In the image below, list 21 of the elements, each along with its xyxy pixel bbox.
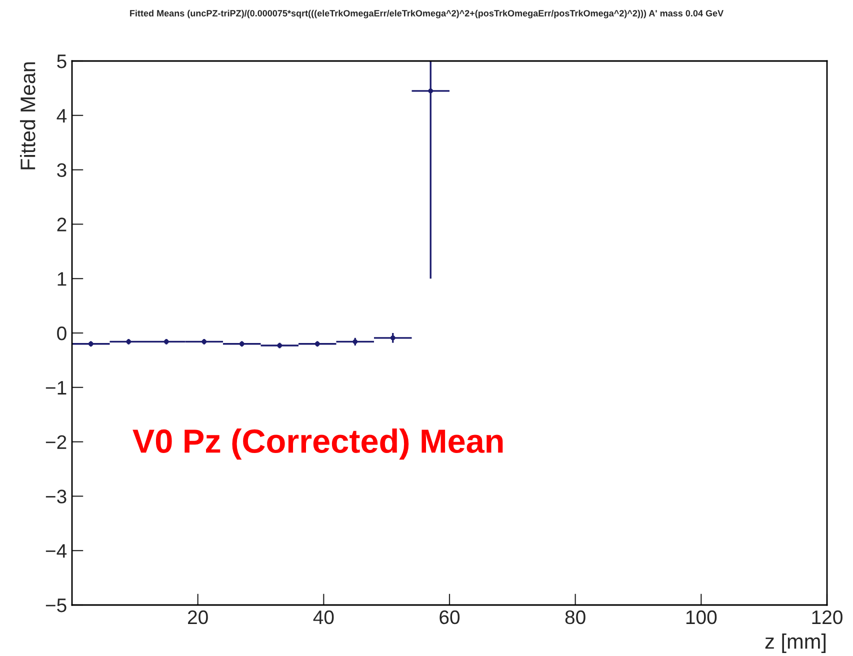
x-tick-label: 120 (812, 610, 842, 624)
y-tick-label: 1 (58, 272, 66, 286)
x-tick-label: 40 (313, 610, 334, 624)
x-tick-label: 80 (565, 610, 586, 624)
y-tick-label: −4 (46, 544, 67, 558)
y-tick-label: 0 (57, 326, 66, 340)
annotation: V0 Pz (Corrected) Mean (132, 428, 503, 460)
y-tick-label: 2 (57, 218, 66, 232)
y-tick-label: −1 (46, 381, 66, 394)
y-axis-title: Fitted Mean (20, 62, 36, 170)
chart-title: Fitted Means (uncPZ-triPZ)/(0.000075*sqrt(((eleTrkOmegaErr/eleTrkOmega^2)^2+(posTrkOmegaErr/posTrkOmega^2)^2))) A' mass 0.04 GeV (130, 10, 724, 18)
x-tick-label: 60 (440, 610, 460, 624)
x-tick-label: 100 (686, 610, 717, 624)
y-tick-label: 4 (56, 109, 67, 122)
y-tick-label: −5 (46, 598, 66, 612)
y-tick-label: −3 (46, 490, 66, 504)
y-tick-label: −2 (46, 435, 66, 449)
y-tick-label: 5 (57, 54, 66, 68)
x-axis-title: z [mm] (765, 634, 826, 653)
x-tick-label: 20 (188, 610, 208, 624)
y-tick-label: 3 (57, 163, 66, 178)
